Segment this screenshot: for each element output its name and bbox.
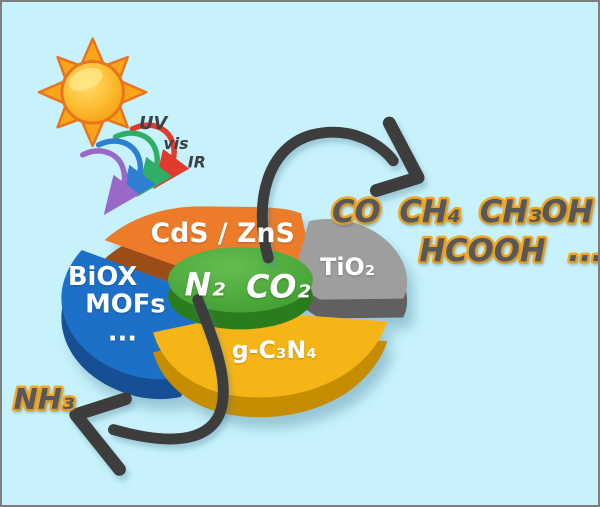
reaction-arrows (69, 116, 425, 476)
mofs-label: MOFs (85, 290, 166, 320)
sun-highlight (68, 68, 103, 91)
tio2-label: TiO₂ (320, 253, 375, 281)
gc3n4-label: g-C₃N₄ (232, 336, 317, 364)
biox-label: BiOX (68, 262, 137, 292)
uv-wave-arrow-icon (79, 148, 140, 216)
slice-tio2 (292, 219, 408, 319)
co2-products-line1: CO CH₄ CH₃OH (332, 194, 594, 230)
slice-gc3n4 (153, 311, 388, 418)
sun-icon (37, 37, 148, 148)
n2-arrow-arc (108, 294, 229, 445)
co2-arrow-arc (256, 126, 399, 264)
ir-label: IR (188, 153, 206, 172)
spectrum-arrows (79, 122, 190, 216)
co2-products-arrow-icon (256, 116, 425, 264)
co2-products-line2: HCOOH ... (419, 233, 598, 269)
n2-product-arrow-icon (69, 294, 229, 476)
co2-label: CO₂ (246, 270, 310, 306)
slice-tio2-top (292, 219, 408, 300)
nh3-label: NH₃ (14, 382, 75, 416)
vis-label: vis (163, 134, 188, 153)
n2-label: N₂ (185, 268, 226, 304)
co2-arrow-head (369, 116, 425, 197)
uv-label: UV (139, 113, 168, 134)
cds-zns-label: CdS / ZnS (150, 218, 294, 249)
center-disc-top (168, 247, 313, 313)
more-catalysts-label: ... (108, 317, 137, 347)
n2-arrow-head (69, 392, 132, 476)
